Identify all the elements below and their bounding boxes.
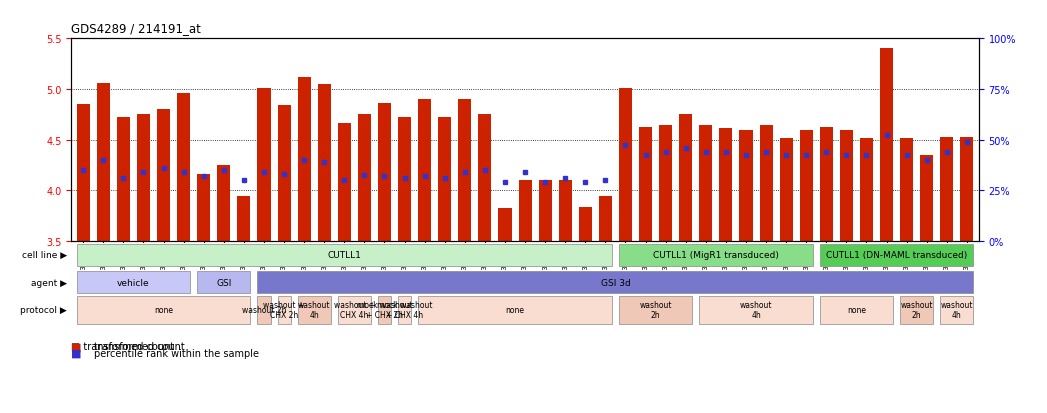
Bar: [900, 138, 913, 242]
Text: GSI: GSI: [216, 278, 231, 287]
Text: CUTLL1 (MigR1 transduced): CUTLL1 (MigR1 transduced): [653, 251, 779, 260]
Bar: [820, 244, 974, 266]
Text: none: none: [154, 306, 173, 314]
Text: washout
2h: washout 2h: [900, 301, 933, 319]
Bar: [418, 100, 431, 242]
Bar: [619, 296, 692, 324]
Bar: [418, 296, 611, 324]
Bar: [699, 296, 812, 324]
Bar: [820, 127, 832, 242]
Bar: [76, 296, 250, 324]
Text: washout +
CHX 2h: washout + CHX 2h: [264, 301, 305, 319]
Bar: [297, 78, 311, 242]
Bar: [599, 196, 611, 242]
Bar: [378, 104, 391, 242]
Bar: [780, 138, 793, 242]
Bar: [639, 127, 652, 242]
Text: ■: ■: [71, 348, 82, 358]
Bar: [579, 207, 592, 242]
Text: mock washout
+ CHX 2h: mock washout + CHX 2h: [357, 301, 413, 319]
Bar: [940, 138, 954, 242]
Text: GDS4289 / 214191_at: GDS4289 / 214191_at: [71, 22, 201, 35]
Bar: [258, 271, 974, 294]
Text: mock washout
+ CHX 4h: mock washout + CHX 4h: [377, 301, 432, 319]
Bar: [76, 271, 191, 294]
Bar: [177, 94, 191, 242]
Bar: [498, 208, 512, 242]
Bar: [117, 118, 130, 242]
Bar: [900, 296, 933, 324]
Text: washout
4h: washout 4h: [298, 301, 331, 319]
Bar: [739, 131, 753, 242]
Text: ■ transformed count: ■ transformed count: [71, 341, 174, 351]
Text: washout
2h: washout 2h: [640, 301, 672, 319]
Bar: [559, 181, 572, 242]
Bar: [197, 175, 210, 242]
Bar: [940, 296, 974, 324]
Bar: [800, 131, 812, 242]
Text: washout
4h: washout 4h: [940, 301, 973, 319]
Bar: [137, 115, 150, 242]
Bar: [840, 131, 853, 242]
Bar: [860, 138, 873, 242]
Bar: [338, 123, 351, 242]
Bar: [619, 244, 812, 266]
Bar: [277, 106, 291, 242]
Bar: [660, 125, 672, 242]
Bar: [398, 118, 411, 242]
Text: washout
4h: washout 4h: [740, 301, 773, 319]
Text: ■: ■: [71, 342, 82, 351]
Text: none: none: [506, 306, 525, 314]
Bar: [680, 115, 692, 242]
Bar: [277, 296, 291, 324]
Bar: [538, 181, 552, 242]
Text: washout 2h: washout 2h: [242, 306, 286, 314]
Bar: [378, 296, 391, 324]
Bar: [258, 296, 270, 324]
Bar: [719, 128, 733, 242]
Text: vehicle: vehicle: [117, 278, 150, 287]
Bar: [96, 84, 110, 242]
Bar: [338, 296, 371, 324]
Bar: [398, 296, 411, 324]
Bar: [820, 296, 893, 324]
Bar: [317, 85, 331, 242]
Text: agent ▶: agent ▶: [31, 278, 67, 287]
Bar: [759, 125, 773, 242]
Bar: [699, 125, 712, 242]
Text: CUTLL1: CUTLL1: [328, 251, 361, 260]
Text: cell line ▶: cell line ▶: [22, 251, 67, 260]
Bar: [358, 115, 371, 242]
Bar: [920, 156, 933, 242]
Bar: [619, 89, 632, 242]
Text: transformed count: transformed count: [94, 342, 185, 351]
Bar: [76, 105, 90, 242]
Bar: [218, 166, 230, 242]
Bar: [439, 118, 451, 242]
Text: CUTLL1 (DN-MAML transduced): CUTLL1 (DN-MAML transduced): [826, 251, 967, 260]
Text: washout +
CHX 4h: washout + CHX 4h: [334, 301, 375, 319]
Text: GSI 3d: GSI 3d: [601, 278, 630, 287]
Bar: [881, 49, 893, 242]
Bar: [76, 244, 611, 266]
Text: protocol ▶: protocol ▶: [20, 306, 67, 314]
Bar: [197, 271, 250, 294]
Bar: [238, 196, 250, 242]
Bar: [478, 115, 491, 242]
Bar: [258, 89, 270, 242]
Text: none: none: [847, 306, 866, 314]
Bar: [297, 296, 331, 324]
Bar: [518, 181, 532, 242]
Bar: [157, 110, 170, 242]
Bar: [459, 100, 471, 242]
Bar: [960, 138, 974, 242]
Text: percentile rank within the sample: percentile rank within the sample: [94, 348, 260, 358]
